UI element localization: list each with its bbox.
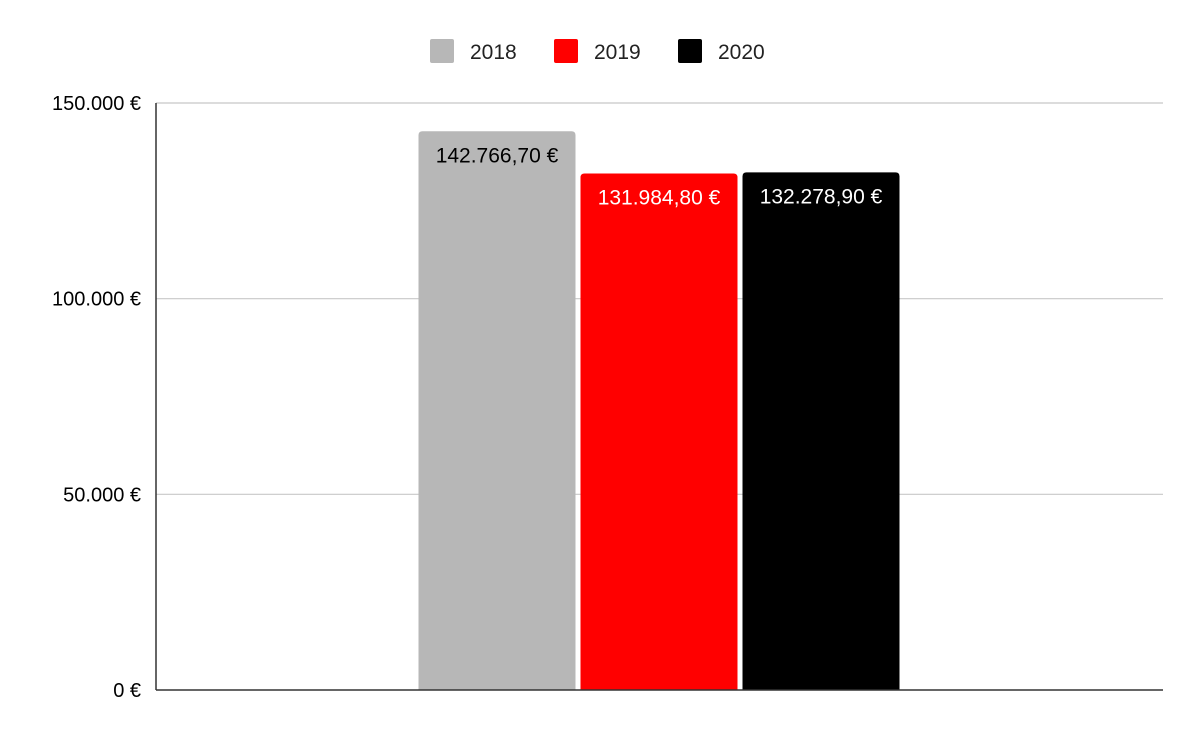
bar-value-label-2019: 131.984,80 € bbox=[598, 186, 721, 209]
axes bbox=[155, 103, 1163, 691]
bar-2018 bbox=[418, 131, 576, 690]
legend-label: 2020 bbox=[718, 41, 765, 64]
legend-item-2020: 2020 bbox=[678, 39, 765, 64]
legend-item-2018: 2018 bbox=[430, 39, 517, 64]
y-tick-label: 100.000 € bbox=[52, 289, 141, 311]
legend-label: 2019 bbox=[594, 41, 641, 64]
bar-2019 bbox=[580, 173, 738, 690]
bar-value-label-2020: 132.278,90 € bbox=[760, 185, 883, 208]
y-axis-tick-labels: 0 € 50.000 € 100.000 € 150.000 € bbox=[52, 93, 141, 702]
bar-2020 bbox=[742, 172, 900, 690]
y-tick-label: 50.000 € bbox=[63, 484, 141, 506]
data-labels: 142.766,70 € 131.984,80 € 132.278,90 € bbox=[436, 144, 883, 209]
bar-value-label-2018: 142.766,70 € bbox=[436, 144, 559, 167]
legend-swatch bbox=[430, 39, 454, 63]
y-tick-label: 0 € bbox=[113, 680, 141, 702]
legend-item-2019: 2019 bbox=[554, 39, 641, 64]
y-tick-label: 150.000 € bbox=[52, 93, 141, 115]
legend-swatch bbox=[678, 39, 702, 63]
legend: 2018 2019 2020 bbox=[430, 39, 765, 64]
bars bbox=[418, 131, 900, 690]
legend-label: 2018 bbox=[470, 41, 517, 64]
legend-swatch bbox=[554, 39, 578, 63]
